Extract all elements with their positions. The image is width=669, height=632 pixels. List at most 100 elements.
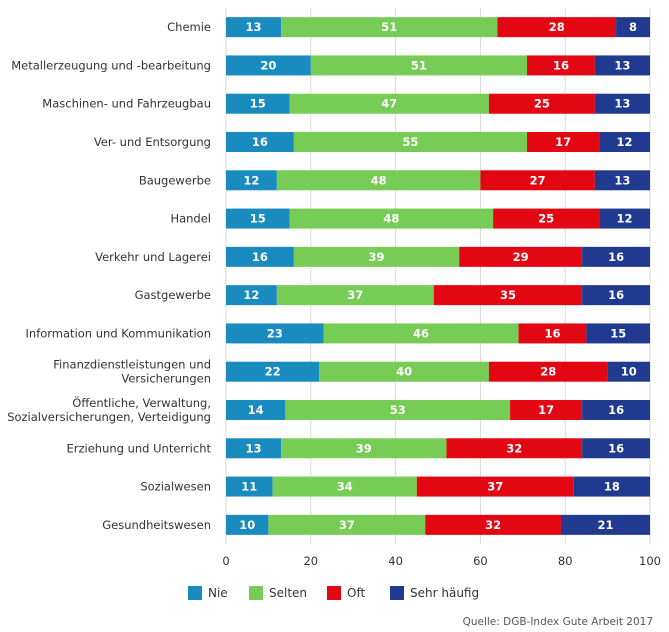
bar-segment	[599, 132, 650, 152]
bar-segment	[226, 208, 290, 229]
bar-row: 13 51 28 8	[226, 17, 650, 38]
category-label: Öffentliche, Verwaltung,Sozialversicheru…	[7, 394, 211, 424]
category-label-line: Ver- und Entsorgung	[94, 135, 211, 149]
bar-row: 10 37 32 21	[226, 514, 650, 535]
bar-segment	[488, 361, 608, 382]
bar-segment	[510, 400, 583, 420]
x-axis: 0 20 40 60 80 100	[222, 554, 661, 568]
bar-row: 15 48 25 12	[226, 208, 650, 229]
bar-value-label: 10	[621, 365, 637, 379]
bar-value-label: 28	[549, 20, 565, 34]
category-label-line: Handel	[170, 212, 211, 226]
bar-segment	[425, 514, 561, 535]
bar-value-label: 23	[267, 326, 283, 340]
source-note: Quelle: DGB-Index Gute Arbeit 2017	[463, 616, 653, 628]
x-tick-label: 20	[303, 554, 318, 568]
bar-segment	[323, 323, 519, 344]
bar-segment	[582, 246, 650, 267]
bar-segment	[459, 246, 583, 267]
bar-segment	[226, 400, 286, 420]
category-label: Handel	[170, 212, 211, 226]
legend-swatch	[327, 586, 341, 600]
bar-value-label: 16	[252, 250, 268, 264]
category-label: Sozialwesen	[140, 480, 211, 494]
bar-value-label: 48	[383, 212, 399, 226]
category-label: Metallerzeugung und -bearbeitung	[11, 58, 211, 72]
bar-segment	[433, 285, 583, 306]
bar-segment	[594, 93, 650, 114]
bar-segment	[293, 132, 528, 152]
bar-value-label: 34	[337, 480, 353, 494]
bar-value-label: 39	[369, 250, 385, 264]
category-label: Verkehr und Lagerei	[95, 250, 211, 264]
bar-value-label: 47	[381, 97, 397, 111]
category-label-line: Erziehung und Unterricht	[66, 441, 211, 455]
bar-value-label: 12	[617, 135, 633, 149]
bar-value-label: 14	[248, 403, 264, 417]
bar-row: 16 39 29 16	[226, 246, 650, 267]
bar-value-label: 46	[413, 326, 429, 340]
bar-value-label: 32	[485, 518, 501, 532]
bar-segment	[226, 170, 277, 191]
bar-segment	[319, 361, 489, 382]
bar-segment	[289, 208, 494, 229]
bar-segment	[226, 361, 320, 382]
bar-segment	[226, 132, 294, 152]
bar-value-label: 39	[356, 441, 372, 455]
bar-value-label: 15	[610, 326, 626, 340]
category-label-line: Metallerzeugung und -bearbeitung	[11, 58, 211, 72]
legend-item: Selten	[249, 586, 307, 600]
category-label: Gastgewerbe	[135, 288, 211, 302]
legend-label: Selten	[269, 586, 307, 600]
bar-value-label: 13	[614, 97, 630, 111]
gridlines	[225, 8, 651, 544]
category-label-line: Maschinen- und Fahrzeugbau	[42, 97, 211, 111]
bar-value-label: 51	[381, 20, 397, 34]
bar-value-label: 13	[614, 173, 630, 187]
category-label-line: Sozialwesen	[140, 480, 211, 494]
bar-value-label: 53	[390, 403, 406, 417]
bar-segment	[285, 400, 511, 420]
bar-segment	[594, 55, 650, 76]
bar-value-label: 16	[252, 135, 268, 149]
bar-segment	[599, 208, 650, 229]
x-tick-label: 60	[473, 554, 488, 568]
category-label-line: Information und Kommunikation	[26, 326, 211, 340]
bar-value-label: 16	[608, 441, 624, 455]
x-tick-label: 100	[639, 554, 661, 568]
category-label: Information und Kommunikation	[26, 326, 211, 340]
bar-segment	[582, 285, 650, 306]
category-labels: Chemie Metallerzeugung und -bearbeitung Ma…	[7, 20, 211, 532]
bar-value-label: 8	[629, 20, 637, 34]
category-label-line: Gastgewerbe	[135, 288, 211, 302]
category-label-line: Verkehr und Lagerei	[95, 250, 211, 264]
bar-row: 14 53 17 16	[226, 400, 650, 420]
bar-segment	[518, 323, 587, 344]
bar-segment	[276, 170, 481, 191]
category-label-line: Gesundheitswesen	[102, 518, 211, 532]
category-label-line: Öffentliche, Verwaltung,	[72, 394, 211, 410]
bar-segment	[268, 514, 426, 535]
bar-row: 15 47 25 13	[226, 93, 650, 114]
bar-segment	[607, 361, 650, 382]
x-tick-label: 0	[222, 554, 229, 568]
bar-value-label: 22	[265, 365, 281, 379]
bar-row: 12 48 27 13	[226, 170, 650, 191]
bar-segment	[226, 514, 269, 535]
bar-row: 12 37 35 16	[226, 285, 650, 306]
bar-value-label: 13	[614, 58, 630, 72]
bar-value-label: 12	[617, 212, 633, 226]
bar-value-label: 12	[243, 173, 259, 187]
category-label-line: Finanzdienstleistungen und	[53, 358, 211, 372]
legend-label: Oft	[347, 586, 365, 600]
bar-segment	[226, 438, 282, 459]
category-label-line: Versicherungen	[121, 372, 211, 386]
bar-value-label: 18	[604, 480, 620, 494]
bar-value-label: 15	[250, 97, 266, 111]
bar-segment	[493, 208, 600, 229]
legend-swatch	[249, 586, 263, 600]
category-label-line: Chemie	[167, 20, 211, 34]
bar-row: 20 51 16 13	[226, 55, 650, 76]
bar-segment	[480, 170, 595, 191]
